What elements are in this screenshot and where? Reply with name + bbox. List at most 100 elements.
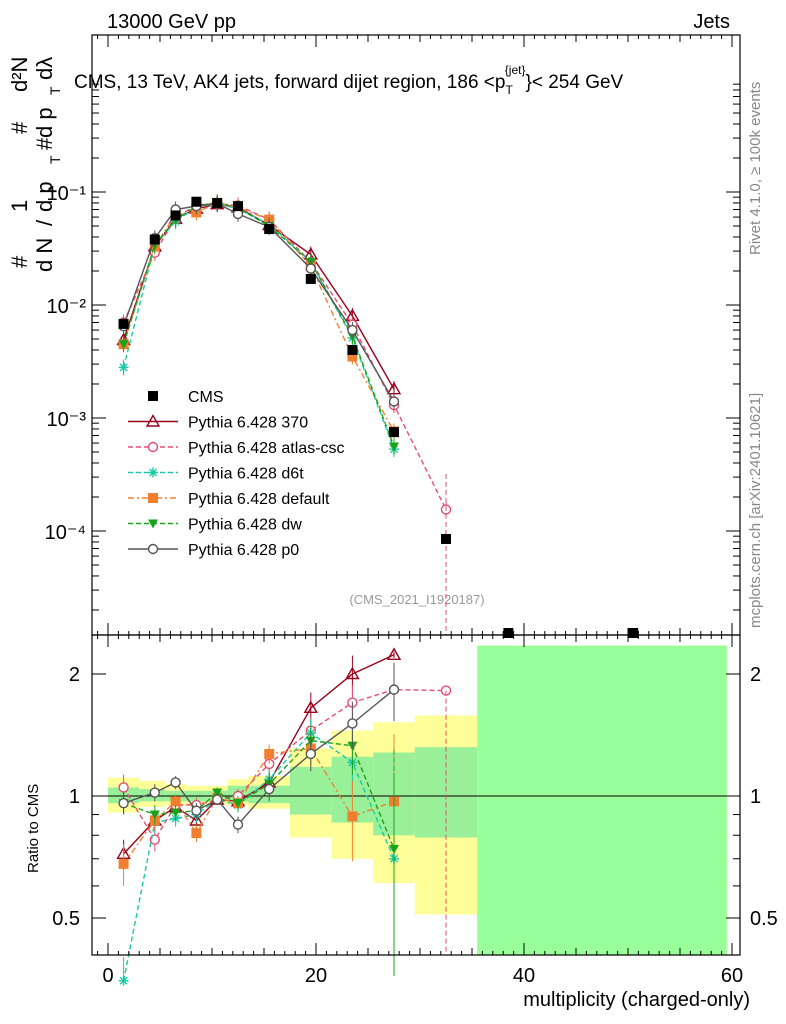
band-green-10 — [414, 747, 478, 838]
ylabel-one: 1 — [7, 200, 32, 212]
legend-marker-1 — [147, 441, 159, 453]
lower-point-4-1 — [149, 810, 160, 820]
cms-point-4 — [212, 197, 223, 208]
lower-point-4-4 — [212, 788, 223, 798]
legend-label-2: Pythia 6.428 d6t — [188, 466, 304, 483]
ylabel-t-sub2: T — [47, 86, 63, 95]
title-sub: T — [505, 83, 513, 97]
legend-label-5: Pythia 6.428 p0 — [188, 542, 299, 559]
upper-series-layer — [116, 194, 639, 638]
upper-ylabel: # 1 # d²N d N / d p T # d p T dλ — [7, 57, 63, 272]
lower-series-5 — [118, 662, 400, 834]
header-analysis-label: Jets — [693, 11, 730, 33]
cms-point-3 — [191, 196, 202, 207]
header-energy-label: 13000 GeV pp — [107, 11, 236, 33]
band-green-7 — [290, 766, 332, 815]
y-upper-tick-label-2: 10⁻² — [47, 296, 87, 318]
title-main: CMS, 13 TeV, AK4 jets, forward dijet reg… — [74, 72, 505, 93]
lower-point-5-4 — [211, 794, 223, 805]
title-sup: {jet} — [505, 63, 526, 77]
lower-point-1-0 — [118, 782, 129, 793]
rivet-version-label: Rivet 4.1.0, ≥ 100k events — [747, 82, 764, 255]
y-lower-tick-label-left-2: 2 — [69, 664, 80, 686]
ylabel-dpt: d p — [32, 181, 57, 212]
y-lower-tick-label-right-0: 0.5 — [750, 908, 778, 930]
cms-data — [118, 196, 639, 638]
y-lower-tick-label-left-0: 0.5 — [52, 908, 80, 930]
upper-line-3 — [122, 202, 395, 432]
lower-point-5-1 — [149, 787, 161, 798]
y-lower-tick-label-right-1: 1 — [750, 786, 761, 808]
axes-layer: 0 20 40 60 10⁻⁴ 10⁻³ 10⁻² 10⁻¹ 0.5 0.5 1 1 2 2 — [45, 34, 778, 987]
lower-frame — [91, 634, 741, 956]
lower-point-5-3 — [191, 805, 202, 816]
mcplots-label: mcplots.cern.ch [arXiv:2401.10621] — [747, 393, 764, 628]
cms-point-0 — [118, 318, 129, 329]
legend-marker-0 — [145, 414, 161, 427]
legend-item-5: Pythia 6.428 p0 — [128, 542, 299, 559]
cms-point-7 — [305, 273, 316, 284]
legend-item-4: Pythia 6.428 dw — [128, 517, 302, 534]
lower-point-0-7 — [303, 700, 319, 714]
legend-item-cms: CMS — [148, 389, 224, 406]
upper-point-4-9 — [389, 442, 399, 452]
lower-point-2-0 — [118, 975, 129, 986]
title-end: }< 254 GeV — [526, 72, 624, 93]
lower-point-0-8 — [345, 666, 360, 680]
ylabel-hash1: # — [7, 255, 32, 268]
x-tick-label-1: 20 — [305, 965, 327, 987]
legend-item-3: Pythia 6.428 default — [128, 491, 330, 508]
upper-point-5-7 — [305, 263, 316, 274]
legend-item-1: Pythia 6.428 atlas-csc — [128, 440, 345, 457]
cms-point-1 — [149, 234, 160, 245]
lower-line-3 — [123, 747, 395, 865]
upper-point-5-8 — [347, 324, 358, 336]
lower-point-0-9 — [386, 647, 402, 661]
cms-point-2 — [170, 210, 181, 221]
upper-series-5 — [118, 195, 400, 410]
upper-point-3-8 — [347, 351, 358, 362]
lower-point-3-3 — [191, 828, 202, 839]
lower-point-3-8 — [347, 811, 358, 822]
cms-point-6 — [264, 224, 275, 235]
lower-point-5-2 — [170, 777, 181, 788]
legend-marker-4 — [148, 519, 158, 529]
lower-point-5-5 — [232, 819, 244, 830]
analysis-watermark: (CMS_2021_I1920187) — [349, 592, 484, 607]
ylabel-dpt2: d p — [32, 107, 57, 138]
lower-series-layer — [116, 647, 452, 986]
band-green-11 — [477, 645, 727, 955]
legend-label-1: Pythia 6.428 atlas-csc — [188, 440, 345, 457]
legend-item-0: Pythia 6.428 370 — [128, 414, 308, 432]
plot-title: CMS, 13 TeV, AK4 jets, forward dijet reg… — [74, 63, 624, 97]
upper-line-5 — [122, 202, 395, 402]
lower-point-5-6 — [264, 783, 275, 795]
lower-point-5-8 — [347, 718, 358, 729]
legend-label-4: Pythia 6.428 dw — [188, 517, 302, 534]
x-axis-label: multiplicity (charged-only) — [523, 989, 750, 1011]
lower-point-3-6 — [264, 748, 275, 759]
legend-label-3: Pythia 6.428 default — [188, 491, 330, 508]
ylabel-hash2: # — [7, 121, 32, 134]
y-lower-tick-label-left-1: 1 — [69, 786, 80, 808]
ylabel-dlambda: dλ — [32, 57, 57, 80]
legend: CMS Pythia 6.428 370 Pythia 6.428 atlas-cs… — [128, 389, 345, 559]
y-upper-tick-label-3: 10⁻¹ — [47, 183, 87, 205]
lower-point-5-7 — [305, 748, 316, 760]
cms-point-5 — [233, 201, 243, 212]
lower-point-5-0 — [118, 797, 129, 809]
cms-point-12 — [628, 628, 639, 638]
upper-line-1 — [122, 202, 447, 510]
x-tick-label-0: 0 — [102, 965, 113, 987]
legend-item-2: Pythia 6.428 d6t — [128, 466, 304, 483]
legend-marker-3 — [148, 493, 158, 503]
legend-label-cms: CMS — [188, 389, 224, 406]
lower-point-3-0 — [118, 858, 129, 869]
cms-point-10 — [441, 533, 451, 544]
y-upper-tick-label-1: 10⁻³ — [47, 409, 87, 431]
cms-point-9 — [389, 427, 399, 438]
legend-marker-2 — [148, 467, 158, 478]
upper-point-2-0 — [118, 362, 129, 373]
lower-ylabel: Ratio to CMS — [25, 784, 42, 873]
